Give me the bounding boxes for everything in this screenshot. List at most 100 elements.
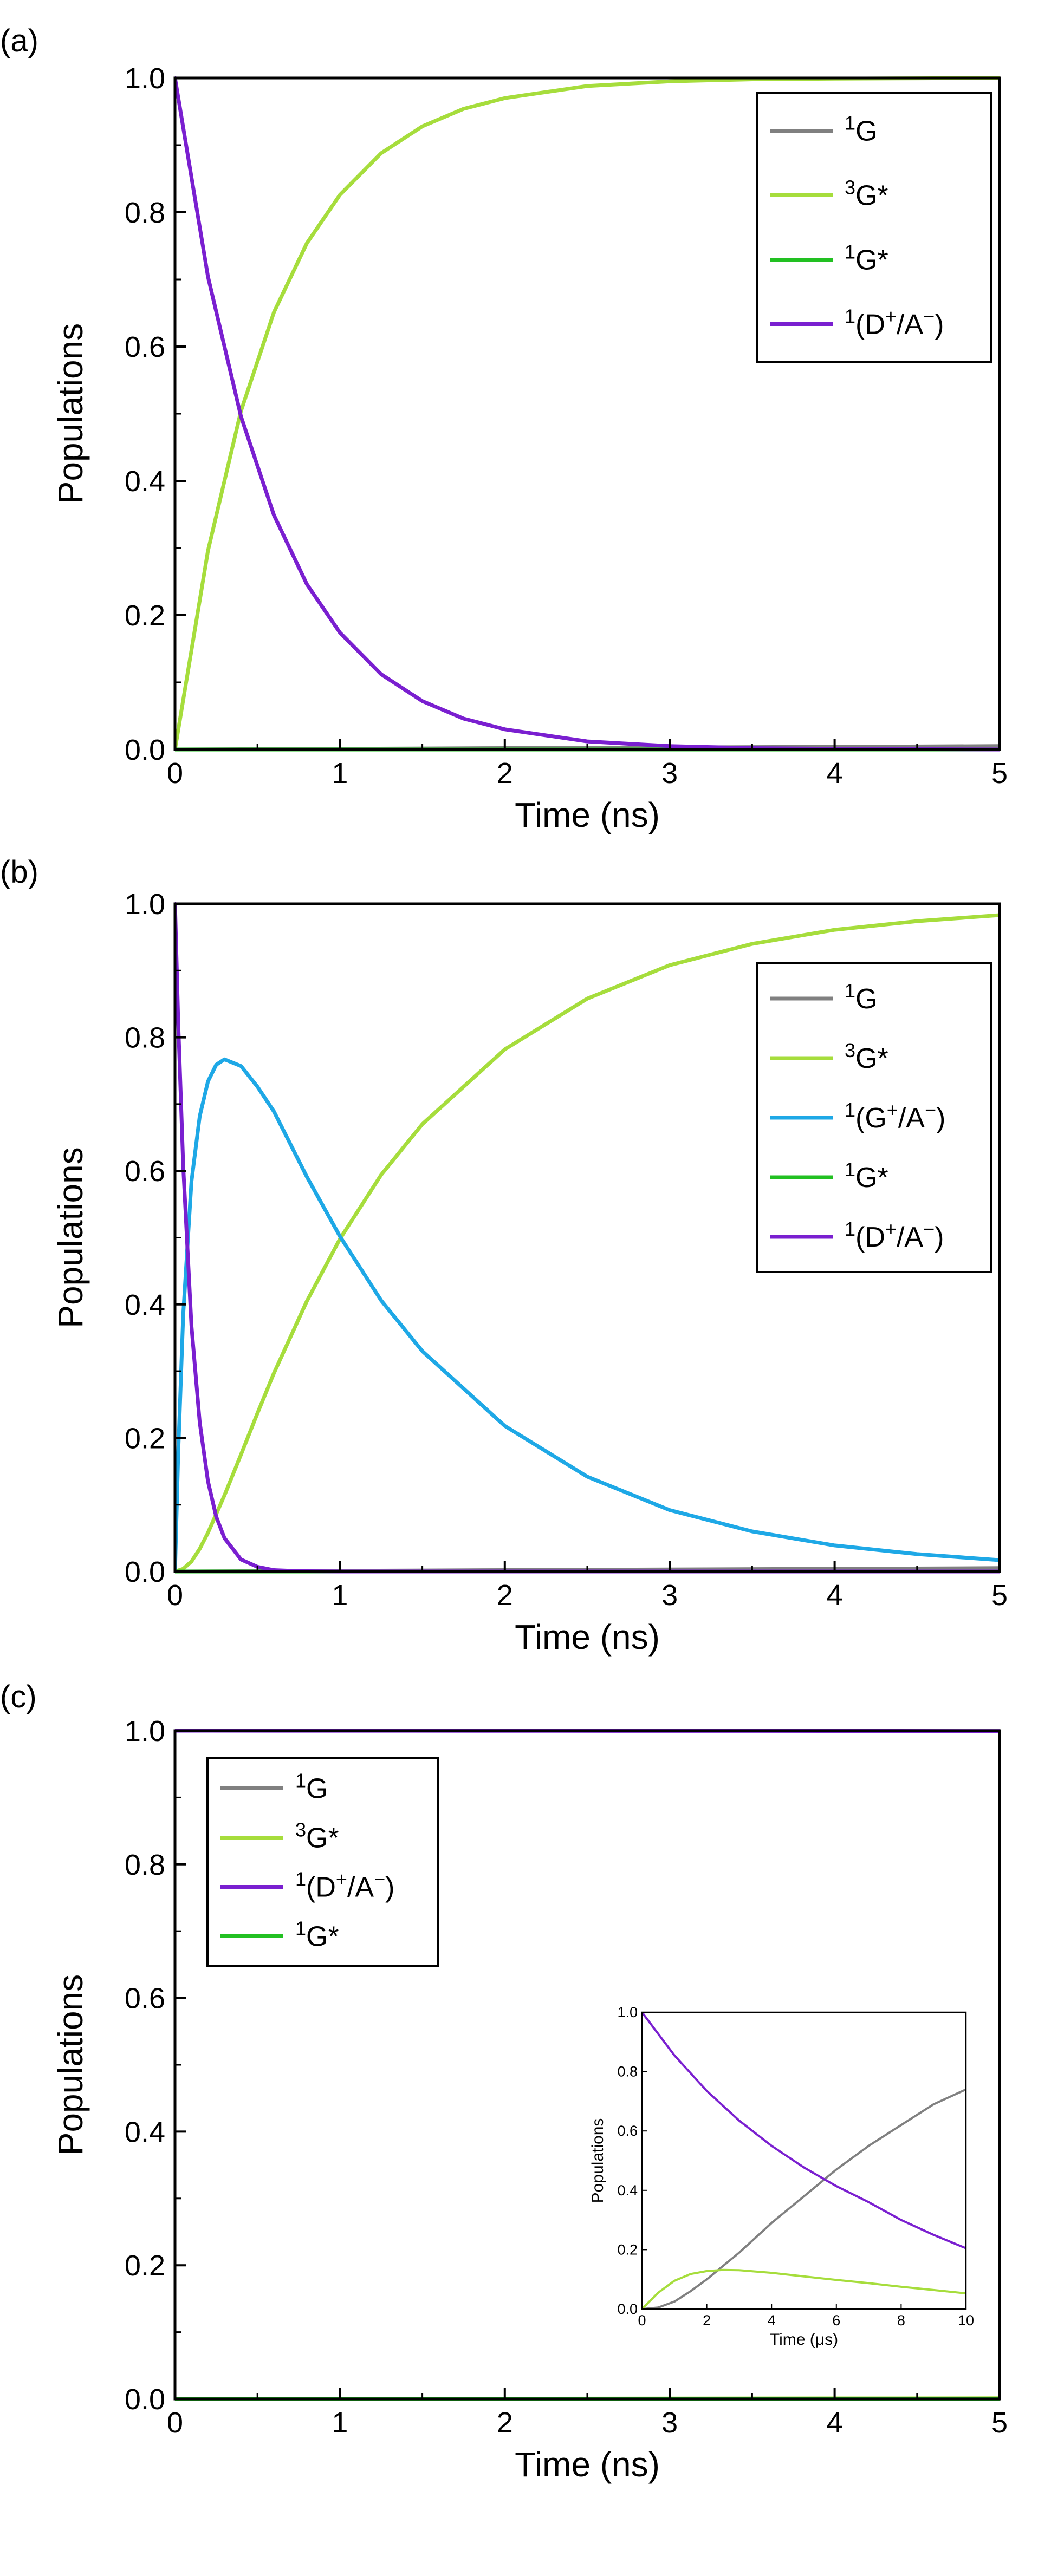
x-tick-label: 1 [332,2407,348,2439]
series-line-1-g-a- [175,1057,1000,1574]
legend-label-superscript: 3 [295,1818,306,1841]
inset-x-tick-label: 8 [897,2312,905,2329]
legend-entry: 1G [220,1769,328,1805]
legend-label-base: G* [855,1043,888,1074]
x-tick-label: 4 [827,2407,843,2439]
legend-entry: 1G* [220,1917,339,1953]
y-axis-title: Populations [51,1147,90,1328]
y-axis-title: Populations [51,1974,90,2155]
chart-panel-c: (c) 0 1 2 3 4 5 0.0 0.2 0.4 0.6 0.8 1.0 Time (ns) Popu… [0,1679,1008,2484]
x-tick-label: 1 [332,757,348,790]
inset-x-tick-label: 0 [638,2312,646,2329]
legend-label-base: (D [855,309,885,341]
legend-label: 3G* [845,1039,888,1075]
legend-label-superscript: 3 [845,1039,855,1061]
y-tick-label: 0.8 [125,1022,165,1054]
legend-label-base: (D [855,1222,885,1253]
inset-y-axis-title: Populations [589,2118,607,2203]
legend-entry: 1(D+/A−) [220,1868,394,1903]
legend-label-charge: + [336,1868,347,1890]
y-tick-label: 0.6 [125,1155,165,1188]
y-tick-label: 1.0 [125,62,165,95]
inset-series-line-3g- [642,2268,966,2310]
legend-label-base: G [306,1773,328,1805]
legend-label: 3G* [845,176,888,212]
inset-x-tick-label: 10 [958,2312,974,2329]
inset-y-tick-label: 1.0 [617,2004,638,2020]
legend-entry: 1G* [770,1158,888,1194]
chart-panel-b: (b) 0 1 2 3 4 5 0.0 0.2 0.4 0.6 0.8 1.0 Time (ns) Popu… [0,855,1008,1657]
legend-entry: 1G [770,980,877,1015]
inset-x-tick-label: 2 [703,2312,711,2329]
inset-series-line-1g [642,2088,966,2310]
x-axis-title: Time (ns) [515,2445,660,2484]
inset-x-axis-title: Time (μs) [770,2331,838,2349]
inset-frame [641,2011,967,2310]
legend-label-superscript: 1 [845,240,855,263]
x-tick-label: 4 [827,1579,843,1612]
legend-entry: 1(G+/A−) [770,1099,945,1134]
y-tick-label: 0.4 [125,1289,165,1321]
legend-entry: 3G* [770,176,888,212]
panel-label: (a) [0,23,38,58]
x-axis-title: Time (ns) [515,1618,660,1657]
y-tick-label: 0.0 [125,2383,165,2416]
x-tick-label: 3 [661,1579,678,1612]
legend-label-superscript: 3 [845,176,855,198]
legend-label-base: /A [897,1222,923,1253]
legend-label-superscript: 1 [845,980,855,1002]
legend-entry: 1G [770,112,877,147]
legend-label-base: (G [855,1103,887,1134]
legend-label-base: /A [347,1872,374,1903]
legend-label-charge: − [374,1868,385,1890]
panel-label: (c) [0,1679,37,1714]
legend-entry: 1(D+/A−) [770,305,944,341]
legend-label-charge: + [887,1099,898,1121]
legend-label-base: ) [935,1222,944,1253]
legend-label: 1(D+/A−) [845,305,944,341]
y-tick-label: 0.6 [125,331,165,363]
legend-label: 1(G+/A−) [845,1099,945,1134]
x-tick-label: 2 [497,1579,513,1612]
inset-background [572,1996,982,2363]
inset-y-tick-label: 0.0 [617,2301,638,2317]
series-line-3g- [175,913,1000,1574]
y-tick-label: 0.8 [125,197,165,229]
legend-label-charge: + [885,1218,897,1240]
legend-label-base: G* [855,1162,888,1194]
x-tick-label: 2 [497,757,513,790]
legend-label: 1(D+/A−) [295,1868,394,1903]
y-tick-label: 0.4 [125,465,165,498]
x-tick-label: 0 [167,2407,183,2439]
legend-label: 1G* [845,240,888,276]
legend-label-base: (D [306,1872,336,1903]
y-tick-label: 0.2 [125,2249,165,2282]
legend-label-charge: − [925,1099,936,1121]
y-tick-label: 1.0 [125,1715,165,1747]
x-tick-label: 4 [827,757,843,790]
x-tick-label: 3 [661,757,678,790]
inset-y-tick-label: 0.4 [617,2182,638,2199]
panel-label: (b) [0,855,38,890]
x-tick-label: 0 [167,1579,183,1612]
y-tick-label: 1.0 [125,888,165,921]
legend-label: 3G* [295,1818,339,1854]
legend-label: 1G* [295,1917,339,1953]
chart-panel-a: (a) 0 1 2 3 4 5 0.0 0.2 0.4 0.6 0.8 1.0 Time (ns) Popu… [0,23,1008,834]
legend-box [756,92,992,363]
legend-label-superscript: 1 [845,1099,855,1121]
x-tick-label: 5 [991,757,1008,790]
legend-box [206,1757,439,1967]
legend-label: 1G [295,1769,328,1805]
legend-label-base: G* [855,245,888,276]
legend-label-superscript: 1 [295,1917,306,1939]
legend-label-base: G [855,983,877,1015]
legend-label-base: /A [898,1103,925,1134]
legend-label: 1G [845,980,877,1015]
x-axis-title: Time (ns) [515,795,660,834]
legend-label-superscript: 1 [845,112,855,134]
x-tick-label: 0 [167,757,183,790]
y-tick-label: 0.8 [125,1849,165,1881]
